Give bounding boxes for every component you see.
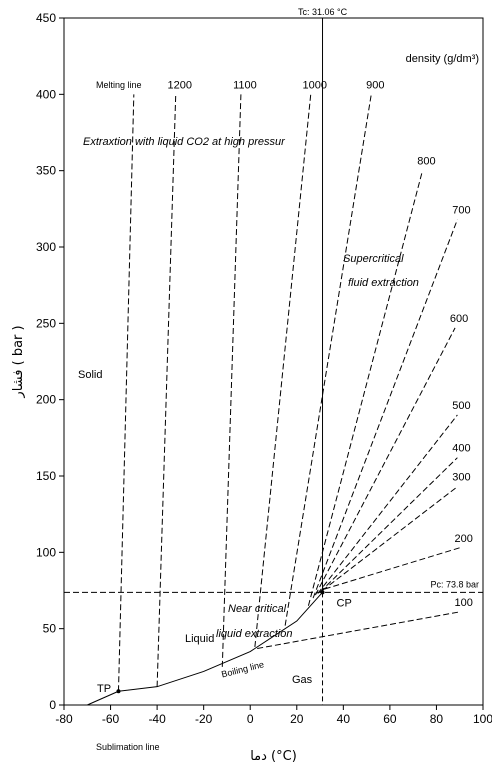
near-critical-annotation-1: Near critical [228,603,287,615]
isochore-500 [318,415,458,594]
x-tick-label: -20 [195,712,213,726]
isochore-600 [315,328,455,595]
isochore-label-300: 300 [452,472,470,484]
isochore-label-400: 400 [452,443,470,455]
isochore-label-700: 700 [452,205,470,217]
isochore-800 [308,171,422,606]
x-tick-label: -80 [55,712,73,726]
y-axis-label: فشار ( bar ) [11,325,26,398]
sublimation-line-annotation: Sublimation line [96,742,160,752]
isochore-label-500: 500 [452,400,470,412]
boiling-line-annotation: Boiling line [220,659,265,679]
isochore-1000 [255,94,311,647]
isochore-label-1200: 1200 [167,79,191,91]
x-tick-label: 60 [383,712,397,726]
supercritical-annotation-1: Supercritical [343,253,404,265]
critical-pressure-label: Pc: 73.8 bar [430,579,479,589]
critical-point-label: CP [337,597,352,609]
isochore-1100 [222,94,241,667]
near-critical-annotation-2: liquid extraction [216,628,292,640]
liquid-label: Liquid [185,633,214,645]
isochore-label-1100: 1100 [233,79,257,91]
isochore-900 [285,94,371,625]
isochore-label-600: 600 [450,313,468,325]
x-tick-label: 100 [473,712,492,726]
melting-line-annotation: Melting line [96,80,142,90]
isochore-label-1000: 1000 [303,79,327,91]
x-tick-label: -40 [148,712,166,726]
critical-point-marker [321,590,325,594]
liquid-high-pressure-annotation: Extraxtion with liquid CO2 at high press… [83,136,286,148]
supercritical-annotation-2: fluid extraction [348,277,419,289]
isochore-label-900: 900 [366,79,384,91]
y-tick-label: 450 [36,11,56,25]
x-tick-label: 0 [247,712,254,726]
y-tick-label: 50 [43,622,57,636]
density-legend-title: density (g/dm³) [406,53,479,65]
isochore-1200 [157,94,176,686]
x-tick-label: 40 [337,712,351,726]
isochore-300 [322,487,457,591]
x-axis-label: دما (°C) [250,749,297,764]
isochore-label-200: 200 [455,533,473,545]
x-tick-label: 80 [430,712,444,726]
y-tick-label: 250 [36,316,56,330]
isochore-label-800: 800 [417,156,435,168]
solid-label: Solid [78,369,102,381]
y-tick-label: 100 [36,545,56,559]
y-tick-label: 300 [36,240,56,254]
y-tick-label: 350 [36,164,56,178]
x-tick-label: -60 [102,712,120,726]
y-tick-label: 400 [36,87,56,101]
y-tick-label: 150 [36,469,56,483]
triple-point-label: TP [97,683,111,695]
y-tick-label: 200 [36,393,56,407]
isochore-400 [320,458,457,592]
y-tick-label: 0 [49,698,56,712]
critical-temperature-label: Tc: 31.06 °C [298,7,348,17]
gas-label: Gas [292,674,313,686]
melting-line [118,94,133,691]
isochore-label-100: 100 [455,597,473,609]
x-tick-label: 20 [290,712,304,726]
triple-point-marker [116,689,120,693]
